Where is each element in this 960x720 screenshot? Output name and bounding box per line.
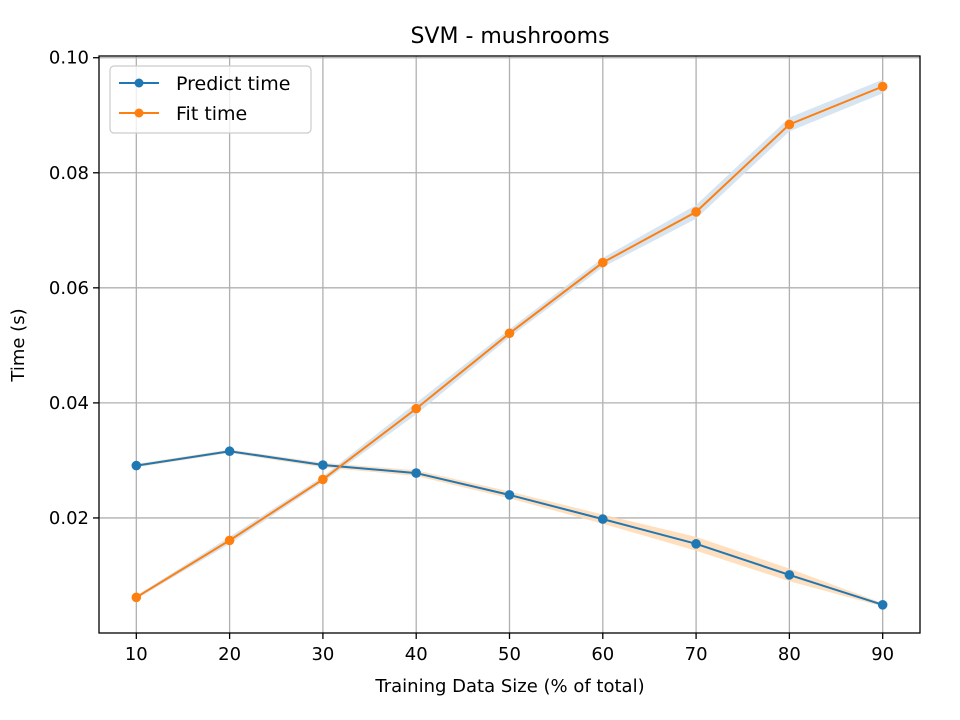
legend-box [109, 65, 312, 134]
point-predict-time [691, 539, 701, 549]
x-tick-label: 30 [311, 644, 334, 665]
y-tick-label: 0.02 [49, 508, 89, 529]
y-axis-label: Time (s) [8, 308, 29, 382]
x-tick-label: 70 [685, 644, 708, 665]
y-axis-ticks: 0.02 0.04 0.06 0.08 0.10 [49, 48, 99, 529]
y-tick-label: 0.10 [49, 48, 89, 69]
point-predict-time [318, 460, 328, 470]
y-tick-label: 0.06 [49, 278, 89, 299]
x-tick-label: 60 [591, 644, 614, 665]
legend: Predict time Fit time [109, 65, 312, 134]
point-predict-time [597, 514, 608, 524]
point-fit-time [877, 81, 888, 92]
point-fit-time [504, 328, 515, 339]
legend-label-predict-time: Predict time [176, 73, 290, 95]
point-predict-time [224, 446, 235, 457]
x-axis-ticks: 10 20 30 40 50 60 70 80 90 [125, 633, 894, 665]
point-fit-time [784, 119, 795, 130]
point-fit-time [691, 207, 701, 217]
x-tick-label: 10 [125, 644, 148, 665]
point-predict-time [504, 490, 515, 500]
point-predict-time [131, 460, 142, 471]
x-axis-label: Training Data Size (% of total) [374, 676, 644, 697]
point-predict-time [784, 570, 795, 580]
y-tick-label: 0.08 [49, 163, 89, 184]
y-tick-label: 0.04 [49, 393, 89, 414]
chart-title: SVM - mushrooms [410, 24, 609, 49]
x-tick-label: 40 [405, 644, 428, 665]
x-tick-label: 90 [871, 644, 894, 665]
grid-lines [99, 56, 920, 633]
legend-marker-predict-time [134, 78, 144, 88]
point-fit-time [224, 535, 235, 546]
point-fit-time [318, 474, 328, 485]
legend-label-fit-time: Fit time [176, 103, 247, 125]
series-points [131, 81, 888, 610]
x-tick-label: 50 [498, 644, 521, 665]
x-tick-label: 80 [778, 644, 801, 665]
point-fit-time [411, 403, 422, 414]
legend-marker-fit-time [134, 108, 144, 118]
point-predict-time [877, 600, 888, 610]
point-fit-time [131, 592, 142, 603]
x-tick-label: 20 [218, 644, 241, 665]
point-predict-time [411, 468, 422, 478]
point-fit-time [597, 257, 608, 268]
